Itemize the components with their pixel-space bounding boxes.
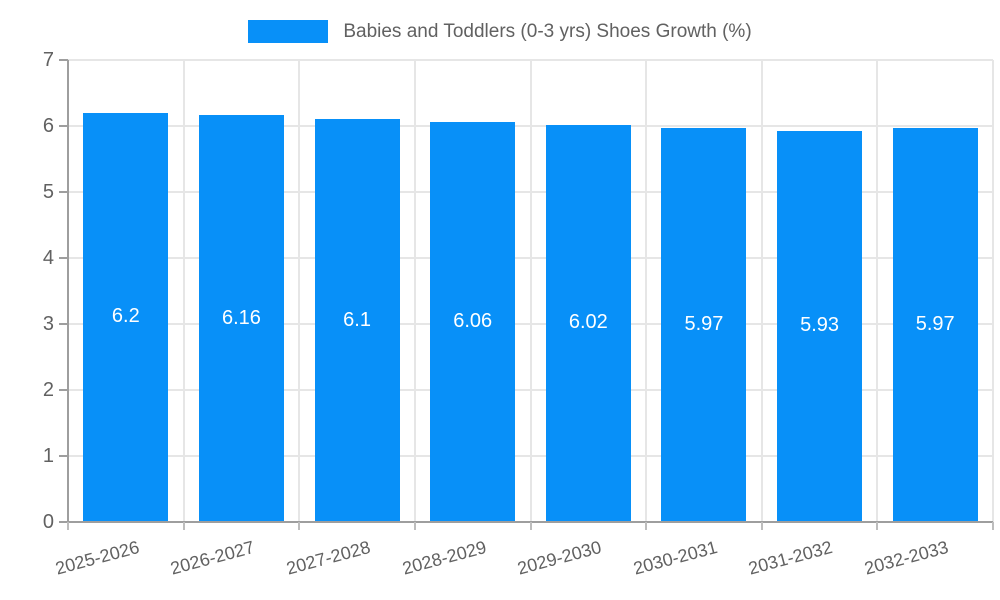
- x-axis-tick: [992, 522, 994, 530]
- legend-label: Babies and Toddlers (0-3 yrs) Shoes Grow…: [343, 21, 752, 42]
- y-tick-label: 0: [42, 511, 54, 533]
- x-axis-tick: [529, 522, 532, 530]
- y-axis-tick: [59, 455, 68, 457]
- y-axis-tick: [59, 389, 68, 391]
- y-tick-label: 5: [42, 181, 54, 203]
- legend-swatch: [248, 20, 329, 43]
- x-tick-label: 2032-2033: [862, 536, 951, 579]
- x-tick-label: 2031-2032: [746, 536, 835, 579]
- y-axis-tick: [59, 323, 68, 325]
- y-axis-tick: [59, 257, 68, 259]
- x-axis-tick: [67, 522, 69, 530]
- y-tick-label: 6: [42, 115, 54, 137]
- bar-value-label: 6.16: [221, 306, 261, 329]
- x-tick-label: 2029-2030: [515, 536, 604, 579]
- bar: [430, 122, 516, 522]
- gridline-vertical: [760, 60, 763, 522]
- x-axis-tick: [413, 522, 416, 530]
- y-tick-label: 1: [42, 445, 54, 467]
- plot-area: 6.2 6.16 6.1 6.06 6.02 5.97 5.93 5.97: [59, 59, 994, 530]
- y-axis-tick: [59, 125, 68, 127]
- x-tick-label: 2027-2028: [284, 536, 373, 579]
- x-axis-tick: [182, 522, 185, 530]
- bar-value-label: 5.93: [800, 314, 840, 337]
- bar: [83, 112, 169, 522]
- x-tick-label: 2025-2026: [52, 536, 142, 579]
- bar: [661, 127, 747, 522]
- bar-value-label: 6.02: [568, 311, 608, 334]
- gridline-vertical: [876, 60, 879, 522]
- x-tick-label: 2028-2029: [399, 536, 489, 579]
- y-axis-tick: [59, 521, 68, 523]
- x-tick-label: 2030-2031: [631, 536, 720, 579]
- y-tick-label: 4: [42, 247, 54, 269]
- gridline-vertical: [529, 60, 532, 522]
- x-axis-tick: [298, 522, 301, 530]
- gridline-vertical: [298, 60, 301, 522]
- gridline-vertical: [413, 60, 416, 522]
- y-tick-label: 3: [42, 313, 54, 335]
- y-axis-tick: [59, 59, 68, 61]
- bar: [777, 130, 863, 522]
- bar-value-label: 5.97: [915, 312, 955, 335]
- bar-value-label: 6.2: [111, 305, 140, 328]
- bar: [545, 124, 631, 522]
- bar-value-label: 6.06: [453, 310, 493, 333]
- bar: [198, 115, 284, 522]
- bar-value-label: 5.97: [684, 312, 724, 335]
- bar: [314, 119, 400, 522]
- x-tick-label: 2026-2027: [168, 536, 257, 579]
- chart-legend: Babies and Toddlers (0-3 yrs) Shoes Grow…: [0, 20, 1000, 43]
- x-axis-tick: [760, 522, 763, 530]
- bar-value-label: 6.1: [343, 308, 371, 331]
- y-axis-line: [67, 60, 69, 522]
- x-axis-tick: [876, 522, 879, 530]
- gridline-vertical: [182, 60, 185, 522]
- bar: [892, 127, 978, 522]
- x-axis-tick: [645, 522, 648, 530]
- y-tick-label: 2: [42, 379, 54, 401]
- gridline-vertical: [992, 60, 994, 522]
- y-axis-tick: [59, 191, 68, 193]
- gridline-vertical: [645, 60, 648, 522]
- y-tick-label: 7: [42, 49, 54, 71]
